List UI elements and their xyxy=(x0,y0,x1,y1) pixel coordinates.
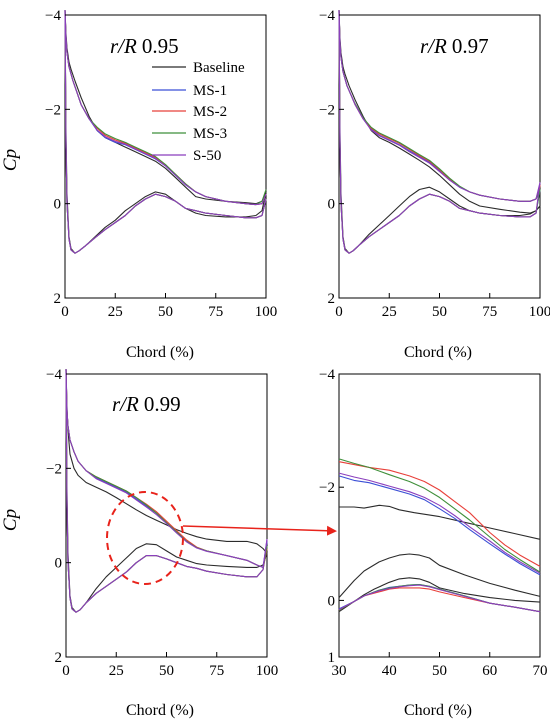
series-baseline-upper-line xyxy=(339,504,541,540)
legend-label-ms3: MS-3 xyxy=(193,126,227,142)
legend: Baseline MS-1 MS-2 MS-3 S-50 xyxy=(152,60,245,164)
x-tick-label: 50 xyxy=(432,304,447,320)
y-tick-label: 2 xyxy=(328,291,336,307)
y-tick-label: 0 xyxy=(55,556,63,572)
panel-r099-frame xyxy=(65,373,268,658)
legend-label-s50: S-50 xyxy=(193,148,221,164)
x-tick-label: 50 xyxy=(159,663,174,679)
x-tick-label: 70 xyxy=(533,663,548,679)
highlight-ellipse xyxy=(106,491,184,585)
panel-r095-xlabel: Chord (%) xyxy=(126,344,194,361)
panel-r099-annotation: r/R 0.99 xyxy=(112,392,181,416)
y-tick-label: −4 xyxy=(46,367,62,383)
x-tick-label: 25 xyxy=(382,304,397,320)
x-tick-label: 30 xyxy=(332,663,347,679)
series-s50-upper-line xyxy=(65,369,268,568)
legend-item-baseline: Baseline xyxy=(152,60,245,76)
y-tick-label: −2 xyxy=(319,480,335,496)
x-tick-label: 25 xyxy=(109,663,124,679)
y-tick-label: −4 xyxy=(319,367,335,383)
legend-label-baseline: Baseline xyxy=(193,60,245,76)
series-s50-lower-line xyxy=(64,10,267,254)
y-tick-label: 0 xyxy=(54,197,62,213)
legend-item-s50: S-50 xyxy=(152,148,221,164)
panel-zoom-frame xyxy=(338,373,541,658)
x-tick-label: 50 xyxy=(432,663,447,679)
y-tick-label: 2 xyxy=(55,650,63,666)
panel-zoom-xlabel: Chord (%) xyxy=(404,702,472,719)
x-tick-label: 100 xyxy=(255,304,278,320)
highlight-callout xyxy=(106,491,337,585)
series-s50-lower-line xyxy=(65,369,268,613)
series-ms1-upper-line xyxy=(338,475,541,576)
panel-r099-xlabel: Chord (%) xyxy=(126,702,194,719)
y-tick-label: −4 xyxy=(45,8,61,24)
series-ms3-upper-line xyxy=(338,458,541,573)
y-tick-label: 0 xyxy=(328,197,336,213)
panel-r097-xlabel: Chord (%) xyxy=(404,344,472,361)
x-tick-label: 75 xyxy=(209,663,224,679)
panel-r097: 0 25 50 75 100−4−202 r/R 0.97 Chord (%) xyxy=(319,8,550,361)
x-tick-label: 0 xyxy=(62,663,70,679)
panel-r099-ylabel: Cp xyxy=(0,509,21,531)
y-tick-label: −4 xyxy=(319,8,335,24)
legend-item-ms2: MS-2 xyxy=(152,104,227,120)
y-tick-label: 1 xyxy=(328,650,336,666)
panel-r097-annotation: r/R 0.97 xyxy=(420,34,489,58)
panel-r099: 0 25 50 75 100−4−202 r/R 0.99 Chord (%) Cp xyxy=(0,367,278,719)
x-tick-label: 0 xyxy=(61,304,69,320)
x-tick-label: 0 xyxy=(335,304,343,320)
x-tick-label: 75 xyxy=(208,304,223,320)
y-tick-label: 2 xyxy=(54,291,62,307)
y-tick-label: 0 xyxy=(328,593,336,609)
x-tick-label: 60 xyxy=(482,663,497,679)
x-tick-label: 100 xyxy=(529,304,550,320)
series-s50-upper-line xyxy=(338,472,541,574)
panel-r095-ylabel: Cp xyxy=(0,149,21,171)
x-tick-label: 25 xyxy=(108,304,123,320)
series-s50-lower-line xyxy=(338,10,541,254)
y-tick-label: −2 xyxy=(46,461,62,477)
x-tick-label: 40 xyxy=(382,663,397,679)
legend-item-ms1: MS-1 xyxy=(152,83,227,99)
series-s50-lower-line xyxy=(338,584,541,613)
highlight-arrow xyxy=(182,525,337,536)
panel-r095-annotation: r/R 0.95 xyxy=(110,34,179,58)
series-s50-upper-line xyxy=(64,10,267,206)
series-ms2-upper-line xyxy=(338,461,541,567)
series-baseline-lower-line xyxy=(338,577,541,613)
legend-label-ms1: MS-1 xyxy=(193,83,227,99)
legend-item-ms3: MS-3 xyxy=(152,126,227,142)
y-tick-label: −2 xyxy=(45,102,61,118)
x-tick-label: 100 xyxy=(256,663,279,679)
series-baseline-upper-line xyxy=(338,10,541,214)
series-baseline-upper-line xyxy=(65,369,268,554)
panel-r095: 0 25 50 75 100−4−202 r/R 0.95 Chord (%) Cp Ba… xyxy=(0,8,277,361)
panel-zoom: 30 40 50 60 70 −4 −2 0 1 Chord (%) xyxy=(319,367,547,719)
x-tick-label: 75 xyxy=(482,304,497,320)
x-tick-label: 50 xyxy=(158,304,173,320)
legend-label-ms2: MS-2 xyxy=(193,104,227,120)
series-baseline-upper2-line xyxy=(338,553,541,598)
y-tick-label: −2 xyxy=(319,102,335,118)
series-s50-upper-line xyxy=(338,10,541,202)
